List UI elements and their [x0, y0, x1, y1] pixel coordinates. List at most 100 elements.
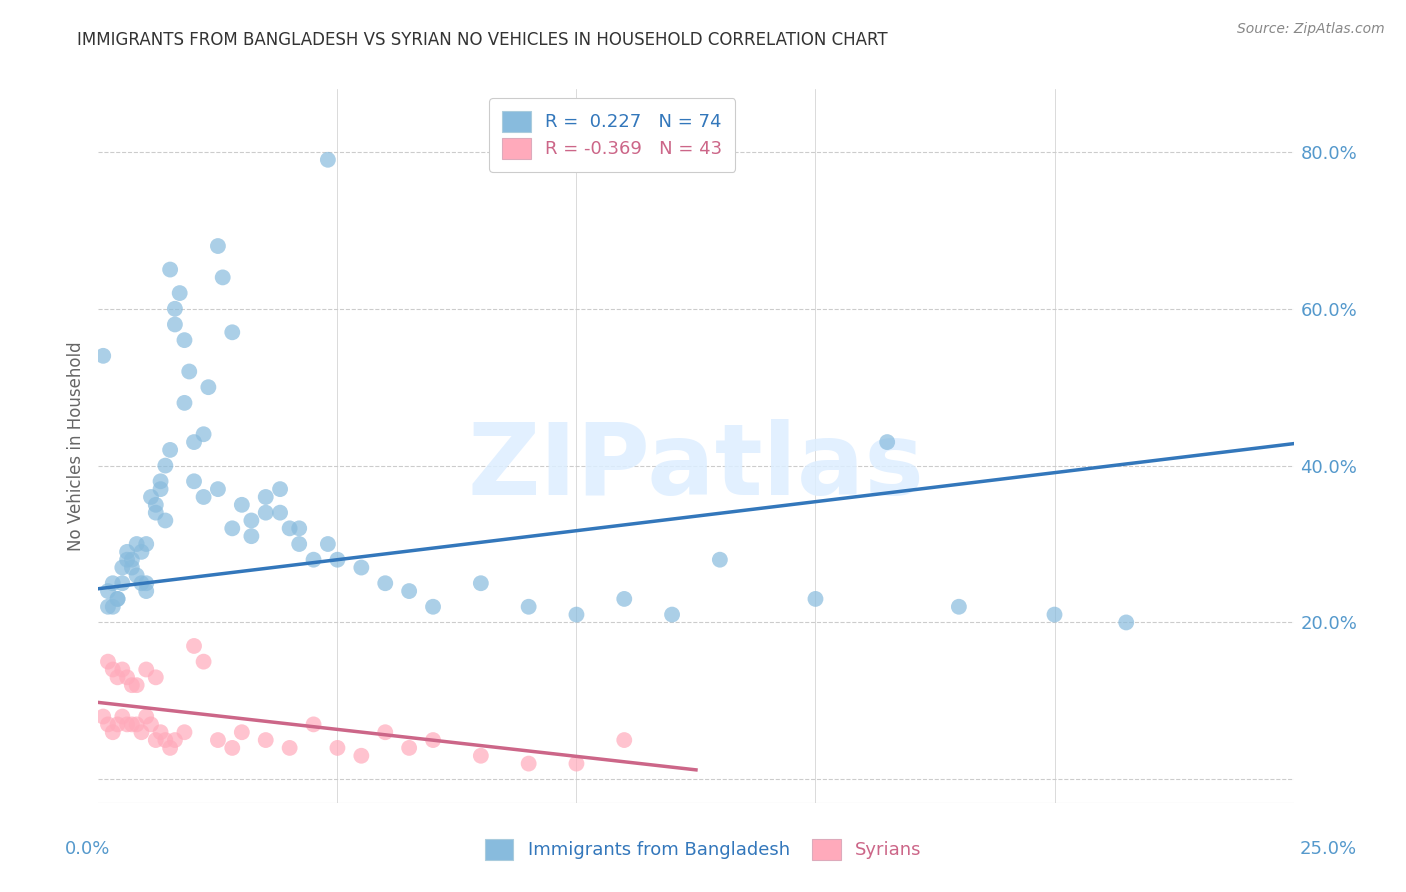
- Point: [159, 740, 181, 755]
- Point: [197, 380, 219, 394]
- Point: [398, 740, 420, 755]
- Point: [278, 521, 301, 535]
- Point: [139, 717, 162, 731]
- Point: [254, 506, 277, 520]
- Point: [159, 442, 181, 457]
- Point: [111, 663, 134, 677]
- Point: [422, 599, 444, 614]
- Point: [876, 435, 898, 450]
- Point: [115, 670, 138, 684]
- Point: [302, 717, 325, 731]
- Point: [125, 537, 148, 551]
- Point: [517, 599, 540, 614]
- Point: [207, 239, 229, 253]
- Point: [125, 717, 148, 731]
- Point: [121, 678, 143, 692]
- Point: [125, 568, 148, 582]
- Point: [288, 521, 311, 535]
- Point: [398, 584, 420, 599]
- Point: [101, 599, 124, 614]
- Point: [163, 318, 186, 332]
- Legend: R =  0.227   N = 74, R = -0.369   N = 43: R = 0.227 N = 74, R = -0.369 N = 43: [489, 98, 735, 171]
- Point: [207, 733, 229, 747]
- Point: [91, 709, 114, 723]
- Point: [115, 552, 138, 566]
- Point: [350, 560, 373, 574]
- Point: [470, 748, 492, 763]
- Point: [326, 740, 349, 755]
- Point: [221, 326, 243, 340]
- Point: [804, 591, 827, 606]
- Point: [155, 514, 177, 528]
- Point: [135, 709, 157, 723]
- Point: [1043, 607, 1066, 622]
- Point: [145, 733, 167, 747]
- Point: [131, 545, 153, 559]
- Point: [565, 756, 588, 771]
- Point: [149, 482, 172, 496]
- Point: [155, 458, 177, 473]
- Point: [145, 498, 167, 512]
- Point: [101, 663, 124, 677]
- Point: [145, 506, 167, 520]
- Point: [131, 725, 153, 739]
- Point: [269, 482, 291, 496]
- Point: [111, 560, 134, 574]
- Point: [139, 490, 162, 504]
- Point: [193, 490, 215, 504]
- Point: [159, 262, 181, 277]
- Point: [231, 725, 253, 739]
- Point: [240, 529, 263, 543]
- Y-axis label: No Vehicles in Household: No Vehicles in Household: [66, 341, 84, 551]
- Point: [101, 576, 124, 591]
- Point: [135, 537, 157, 551]
- Point: [269, 506, 291, 520]
- Point: [107, 591, 129, 606]
- Point: [948, 599, 970, 614]
- Point: [350, 748, 373, 763]
- Point: [613, 591, 636, 606]
- Text: 25.0%: 25.0%: [1301, 840, 1357, 858]
- Text: ZIPatlas: ZIPatlas: [468, 419, 924, 516]
- Point: [183, 639, 205, 653]
- Point: [240, 514, 263, 528]
- Point: [135, 576, 157, 591]
- Point: [183, 475, 205, 489]
- Point: [97, 717, 120, 731]
- Point: [111, 576, 134, 591]
- Point: [316, 537, 339, 551]
- Point: [107, 670, 129, 684]
- Point: [179, 364, 201, 378]
- Point: [135, 584, 157, 599]
- Point: [613, 733, 636, 747]
- Point: [193, 655, 215, 669]
- Point: [1115, 615, 1137, 630]
- Point: [169, 286, 191, 301]
- Point: [173, 333, 195, 347]
- Point: [135, 663, 157, 677]
- Point: [193, 427, 215, 442]
- Point: [97, 584, 120, 599]
- Point: [145, 670, 167, 684]
- Point: [173, 725, 195, 739]
- Point: [302, 552, 325, 566]
- Point: [107, 591, 129, 606]
- Point: [254, 733, 277, 747]
- Legend: Immigrants from Bangladesh, Syrians: Immigrants from Bangladesh, Syrians: [477, 831, 929, 867]
- Point: [517, 756, 540, 771]
- Point: [121, 717, 143, 731]
- Point: [163, 301, 186, 316]
- Point: [207, 482, 229, 496]
- Text: 0.0%: 0.0%: [65, 840, 110, 858]
- Point: [101, 725, 124, 739]
- Point: [107, 717, 129, 731]
- Point: [422, 733, 444, 747]
- Point: [278, 740, 301, 755]
- Point: [374, 576, 396, 591]
- Point: [173, 396, 195, 410]
- Point: [183, 435, 205, 450]
- Point: [97, 599, 120, 614]
- Point: [374, 725, 396, 739]
- Point: [288, 537, 311, 551]
- Point: [221, 740, 243, 755]
